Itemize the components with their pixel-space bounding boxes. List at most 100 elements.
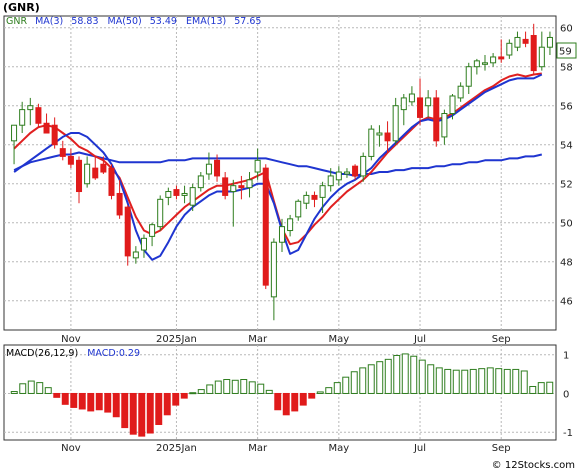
macd-bar-positive <box>223 379 231 394</box>
candle-body-up <box>205 163 212 175</box>
macd-bar-positive <box>265 389 273 394</box>
candle <box>140 234 147 258</box>
candle <box>75 156 83 204</box>
macd-x-axis: Nov 2025Jan Mar May Jul Sep <box>61 443 511 454</box>
candle <box>254 148 261 180</box>
candle-body-up <box>270 241 277 298</box>
candle <box>490 53 497 67</box>
candle-body-down <box>384 132 391 142</box>
candle <box>465 62 472 95</box>
macd-bar-positive <box>350 371 358 394</box>
macd-bar-positive <box>19 383 27 394</box>
candle <box>295 199 302 221</box>
macd-bar-positive <box>325 387 333 394</box>
price-panel-frame <box>3 15 557 331</box>
candle-body-up <box>481 62 489 65</box>
macd-x-tick-label: Jul <box>413 443 426 454</box>
candle-body-up <box>327 175 334 187</box>
candle <box>311 191 318 208</box>
candle-body-up <box>27 105 34 111</box>
macd-bar-positive <box>10 391 18 394</box>
candle <box>51 117 58 149</box>
macd-bar-positive <box>240 379 248 394</box>
legend-ema13-value: 57.65 <box>234 16 261 27</box>
macd-x-tick-label: Mar <box>248 443 268 454</box>
candle <box>262 164 269 290</box>
candle <box>165 187 172 206</box>
candle <box>498 39 505 63</box>
last-price-tag-text: 59 <box>559 47 572 58</box>
moving-average-lines <box>13 72 543 261</box>
candle <box>278 218 286 252</box>
macd-legend-name: MACD(26,12,9) <box>6 348 78 359</box>
price-x-tick-label: Sep <box>492 334 511 345</box>
last-price-tag: 59 <box>556 42 577 59</box>
candle-body-up <box>335 171 342 181</box>
macd-bar-negative <box>121 392 129 429</box>
legend-ma50-label: MA(50) <box>108 16 142 27</box>
candle <box>441 109 448 145</box>
candle <box>84 156 91 188</box>
candle <box>392 97 399 145</box>
candle-body-up <box>343 171 350 175</box>
candle-body-up <box>278 226 286 243</box>
candle <box>205 152 212 180</box>
macd-bar-negative <box>291 392 299 412</box>
legend-symbol: GNR <box>6 16 27 27</box>
macd-bar-positive <box>410 355 418 394</box>
price-y-tick-label: 60 <box>560 24 573 35</box>
candle <box>481 55 489 71</box>
candle <box>149 222 156 247</box>
candle <box>457 82 464 102</box>
candle <box>546 31 553 56</box>
candle-body-up <box>506 42 513 56</box>
candle-body-up <box>449 95 456 115</box>
candle-body-down <box>530 35 537 72</box>
candle-body-up <box>246 179 253 189</box>
macd-bar-negative <box>308 392 316 399</box>
candle <box>27 97 34 126</box>
candle-body-up <box>457 85 464 99</box>
candle-body-up <box>287 218 294 232</box>
candle-body-up <box>132 251 139 259</box>
macd-y-tick-label: -1 <box>563 428 573 439</box>
price-x-tick-label: 2025Jan <box>156 334 197 345</box>
candle <box>230 179 237 227</box>
macd-bar-positive <box>444 368 452 394</box>
candle-body-down <box>352 165 359 177</box>
candle-body-up <box>465 66 472 87</box>
macd-bar-positive <box>231 379 239 394</box>
candle-body-up <box>165 191 172 198</box>
candle-body-up <box>408 93 415 103</box>
legend-ma3-label: MA(3) <box>35 16 63 27</box>
macd-bar-negative <box>53 392 61 398</box>
candle <box>132 246 139 264</box>
candle-body-up <box>140 237 147 251</box>
macd-x-tick-label: May <box>328 443 349 454</box>
macd-x-tick-label: Nov <box>61 443 81 454</box>
candle <box>327 168 334 192</box>
macd-bar-positive <box>461 369 469 394</box>
price-legend: GNR MA(3) 58.83 MA(50) 53.49 EMA(13) 57.… <box>6 16 261 27</box>
candle-body-down <box>433 97 440 142</box>
candle-body-up <box>303 194 310 204</box>
svg-text:GNR MA(3) 58.83: GNR MA(3) 58.83 MA(50) 53.49 EMA(13) 57.… <box>6 16 261 27</box>
candle-body-up <box>189 187 196 206</box>
candle <box>181 185 188 204</box>
candle-body-down <box>67 155 74 165</box>
macd-bar-positive <box>512 368 520 394</box>
candle-body-down <box>75 159 83 193</box>
macd-bar-negative <box>112 392 120 418</box>
candle <box>116 179 123 219</box>
macd-bar-negative <box>104 392 112 413</box>
candle-body-down <box>92 167 99 179</box>
candle-body-up <box>425 97 432 107</box>
macd-bar-positive <box>537 382 545 394</box>
macd-bar-positive <box>503 368 511 394</box>
candle-body-up <box>230 185 237 193</box>
macd-bar-negative <box>95 392 103 411</box>
macd-x-tick-label: Sep <box>492 443 511 454</box>
macd-bar-negative <box>146 392 154 434</box>
candle <box>124 205 131 266</box>
macd-bar-negative <box>299 392 307 406</box>
